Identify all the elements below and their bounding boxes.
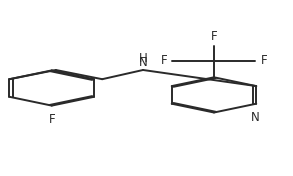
Text: F: F (211, 30, 217, 43)
Text: H: H (139, 52, 147, 65)
Text: F: F (161, 54, 167, 67)
Text: F: F (48, 112, 55, 125)
Text: N: N (251, 111, 259, 124)
Text: F: F (261, 54, 267, 67)
Text: N: N (139, 56, 147, 70)
